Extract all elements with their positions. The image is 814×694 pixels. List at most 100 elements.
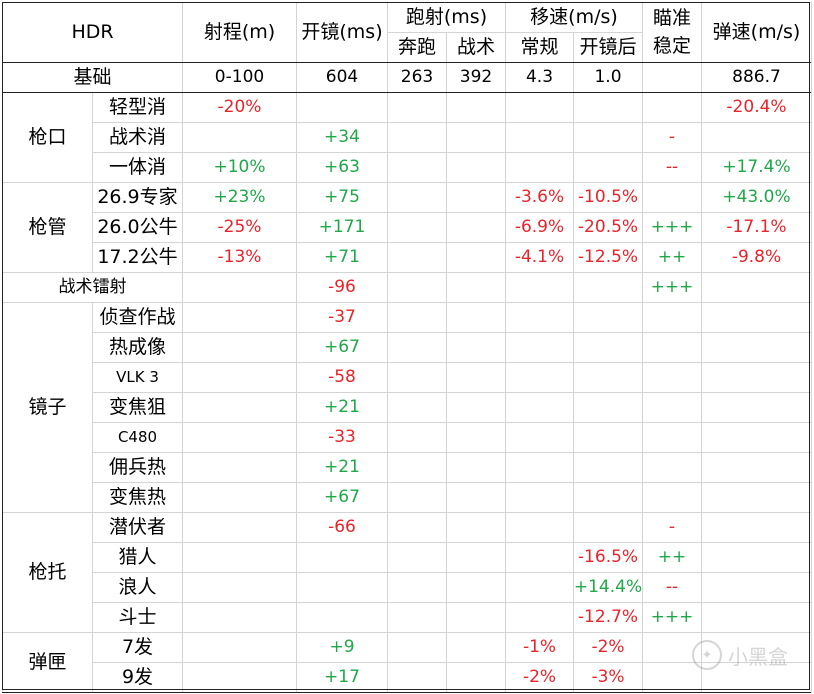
value-ads (296, 602, 388, 633)
value-move-normal: -6.9% (505, 212, 574, 243)
value-sprint-tactical (446, 632, 506, 663)
value-move-ads: -3% (573, 662, 643, 693)
value-sprint-tactical (446, 242, 506, 273)
value-ads (296, 92, 388, 123)
header-move-ads: 开镜后 (573, 32, 643, 63)
value-stability (642, 182, 702, 213)
value-stability (642, 302, 702, 333)
value-ads: -37 (296, 302, 388, 333)
value-sprint-run (387, 392, 447, 423)
group-name: 镜子 (2, 302, 93, 513)
header-aim-stability-line1: 瞄准 (652, 6, 691, 29)
header-bullet-velocity: 弹速(m/s) (701, 2, 812, 63)
value-range (182, 542, 297, 573)
row-label: 浪人 (92, 572, 183, 603)
value-sprint-tactical (446, 512, 506, 543)
value-sprint-run (387, 452, 447, 483)
value-stability: +++ (642, 272, 702, 303)
value-move-normal (505, 512, 574, 543)
value-ads: +63 (296, 152, 388, 183)
value-range (182, 662, 297, 693)
value-move-ads (573, 272, 643, 303)
value-move-ads (573, 92, 643, 123)
row-label: 一体消 (92, 152, 183, 183)
value-sprint-run (387, 512, 447, 543)
value-velocity: +17.4% (701, 152, 812, 183)
value-move-normal (505, 152, 574, 183)
value-ads: +171 (296, 212, 388, 243)
value-move-normal (505, 362, 574, 393)
value-velocity (701, 662, 812, 693)
value-ads: +9 (296, 632, 388, 663)
value-ads (296, 542, 388, 573)
value-velocity: -20.4% (701, 92, 812, 123)
value-move-ads (573, 332, 643, 363)
row-label: 9发 (92, 662, 183, 693)
value-move-normal (505, 122, 574, 153)
row-label: 猎人 (92, 542, 183, 573)
header-move-speed: 移速(m/s) (505, 2, 643, 33)
header-title: HDR (2, 2, 183, 63)
value-sprint-tactical (446, 422, 506, 453)
value-sprint-run (387, 632, 447, 663)
value-velocity (701, 362, 812, 393)
value-range (182, 362, 297, 393)
value-range (182, 482, 297, 513)
value-ads: +17 (296, 662, 388, 693)
row-label: 轻型消 (92, 92, 183, 123)
value-move-ads: -20.5% (573, 212, 643, 243)
base-move-normal: 4.3 (505, 62, 574, 93)
row-label: 潜伏者 (92, 512, 183, 543)
row-label: 26.9专家 (92, 182, 183, 213)
row-label: 26.0公牛 (92, 212, 183, 243)
row-label: 斗士 (92, 602, 183, 633)
value-range (182, 392, 297, 423)
row-label: 热成像 (92, 332, 183, 363)
row-label: 侦查作战 (92, 302, 183, 333)
value-range: +10% (182, 152, 297, 183)
value-sprint-run (387, 362, 447, 393)
base-ads: 604 (296, 62, 388, 93)
value-velocity (701, 422, 812, 453)
value-velocity (701, 482, 812, 513)
value-sprint-tactical (446, 212, 506, 243)
value-velocity (701, 332, 812, 363)
value-move-ads (573, 422, 643, 453)
value-velocity (701, 512, 812, 543)
value-ads: +21 (296, 392, 388, 423)
value-sprint-run (387, 182, 447, 213)
row-label: VLK 3 (92, 362, 183, 393)
header-ads: 开镜(ms) (296, 2, 388, 63)
value-velocity (701, 572, 812, 603)
value-range (182, 302, 297, 333)
value-move-ads: -16.5% (573, 542, 643, 573)
base-velocity: 886.7 (701, 62, 812, 93)
value-stability: ++ (642, 542, 702, 573)
value-ads: +67 (296, 482, 388, 513)
value-stability (642, 422, 702, 453)
value-move-ads: -12.5% (573, 242, 643, 273)
value-stability: +++ (642, 212, 702, 243)
value-velocity (701, 452, 812, 483)
value-sprint-tactical (446, 302, 506, 333)
value-sprint-tactical (446, 92, 506, 123)
value-range (182, 572, 297, 603)
header-sprint-run: 奔跑 (387, 32, 447, 63)
value-sprint-run (387, 92, 447, 123)
value-move-ads (573, 122, 643, 153)
value-stability (642, 632, 702, 663)
value-sprint-tactical (446, 602, 506, 633)
value-move-normal (505, 332, 574, 363)
value-move-normal (505, 602, 574, 633)
value-ads: -66 (296, 512, 388, 543)
value-velocity: +43.0% (701, 182, 812, 213)
value-range: -25% (182, 212, 297, 243)
value-sprint-run (387, 152, 447, 183)
value-sprint-tactical (446, 152, 506, 183)
value-stability (642, 662, 702, 693)
value-move-normal (505, 392, 574, 423)
value-move-normal: -2% (505, 662, 574, 693)
value-sprint-run (387, 122, 447, 153)
value-move-ads (573, 362, 643, 393)
base-sprint-run: 263 (387, 62, 447, 93)
